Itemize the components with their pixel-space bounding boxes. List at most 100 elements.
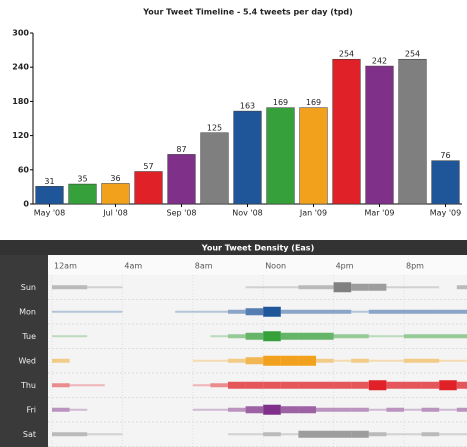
density-cell	[333, 407, 352, 412]
density-cell	[421, 334, 440, 339]
density-cell	[404, 381, 422, 389]
data-label: 87	[176, 145, 186, 154]
bar	[299, 107, 328, 205]
bar	[68, 183, 97, 205]
density-cell	[87, 286, 105, 289]
density-cell	[104, 286, 123, 289]
density-cell	[280, 381, 299, 389]
density-cell	[245, 357, 264, 365]
density-cell	[456, 334, 467, 339]
density-cell	[456, 433, 467, 436]
density-cell	[52, 285, 70, 290]
density-cell	[351, 430, 369, 438]
density-cell	[404, 309, 422, 314]
density-cell	[456, 381, 467, 389]
density-title: Your Tweet Density (Eas)	[201, 244, 314, 253]
data-label: 31	[44, 177, 54, 186]
data-label: 169	[273, 98, 288, 107]
density-cell	[421, 309, 440, 314]
density-cell	[404, 286, 422, 289]
density-cell	[333, 309, 352, 314]
density-cell	[333, 282, 352, 293]
density-cell	[351, 310, 369, 313]
x-tick-label: Mar '09	[364, 209, 394, 218]
density-cell	[104, 310, 123, 313]
density-cell	[368, 283, 387, 291]
density-cell	[175, 310, 193, 313]
density-cell	[439, 359, 457, 362]
density-cell	[210, 310, 228, 313]
density-cell	[368, 408, 387, 411]
x-tick-label: Jan '09	[299, 209, 327, 218]
density-cell	[368, 335, 387, 338]
density-cell	[421, 407, 440, 412]
density-cell	[386, 433, 404, 436]
y-tick-label: 60	[18, 165, 30, 174]
density-cell	[298, 430, 316, 438]
density-cell	[280, 406, 299, 414]
density-cell	[280, 286, 299, 289]
density-cell	[228, 334, 246, 339]
density-cell	[351, 407, 369, 412]
density-cell	[69, 335, 88, 338]
density-cell	[439, 380, 457, 391]
density-cell	[52, 383, 70, 388]
x-tick-label: Nov '08	[232, 209, 263, 218]
density-cell	[456, 285, 467, 290]
density-cell	[316, 309, 334, 314]
density-cell	[316, 381, 334, 389]
day-label: Wed	[19, 356, 36, 365]
hour-label: 12am	[54, 262, 77, 271]
density-cell	[368, 309, 387, 314]
density-cell	[245, 332, 264, 340]
density-cell	[404, 433, 422, 436]
density-cell	[228, 407, 246, 412]
density-cell	[439, 309, 457, 314]
density-cell	[298, 406, 316, 414]
density-cell	[333, 334, 352, 339]
y-tick-label: 120	[12, 131, 29, 140]
density-cell	[456, 407, 467, 412]
day-column	[0, 255, 48, 447]
day-label: Sun	[21, 283, 36, 292]
bar	[365, 65, 394, 205]
density-cell	[69, 408, 88, 411]
bar	[332, 58, 361, 205]
density-cell	[351, 381, 369, 389]
density-cell	[280, 355, 299, 366]
density-cell	[210, 359, 228, 362]
bar	[200, 132, 229, 205]
density-cell	[351, 358, 369, 363]
hour-label: 8am	[195, 262, 213, 271]
density-cell	[368, 432, 387, 437]
density-cell	[386, 335, 404, 338]
density-cell	[386, 359, 404, 362]
bar	[266, 107, 295, 205]
density-cell	[52, 432, 70, 437]
density-cell	[421, 358, 440, 363]
day-label: Fri	[26, 405, 36, 414]
x-tick-label: Sep '08	[167, 209, 197, 218]
density-cell	[245, 433, 264, 436]
density-cell	[245, 308, 264, 316]
density-cell	[263, 381, 281, 389]
density-cell	[298, 309, 316, 314]
density-cell	[316, 358, 334, 363]
density-cell	[228, 309, 246, 314]
density-cell	[263, 432, 281, 437]
hour-header	[48, 255, 467, 275]
hour-label: 4am	[124, 262, 142, 271]
density-cell	[52, 407, 70, 412]
data-label: 254	[339, 50, 354, 59]
density-cell	[386, 407, 404, 412]
density-cell	[456, 309, 467, 314]
bar	[134, 171, 163, 205]
data-label: 163	[240, 102, 255, 111]
density-cell	[368, 359, 387, 362]
density-cell	[52, 310, 70, 313]
x-tick-label: May '08	[34, 209, 65, 218]
y-tick-label: 0	[23, 200, 29, 209]
density-cell	[69, 384, 88, 387]
density-cell	[404, 334, 422, 339]
